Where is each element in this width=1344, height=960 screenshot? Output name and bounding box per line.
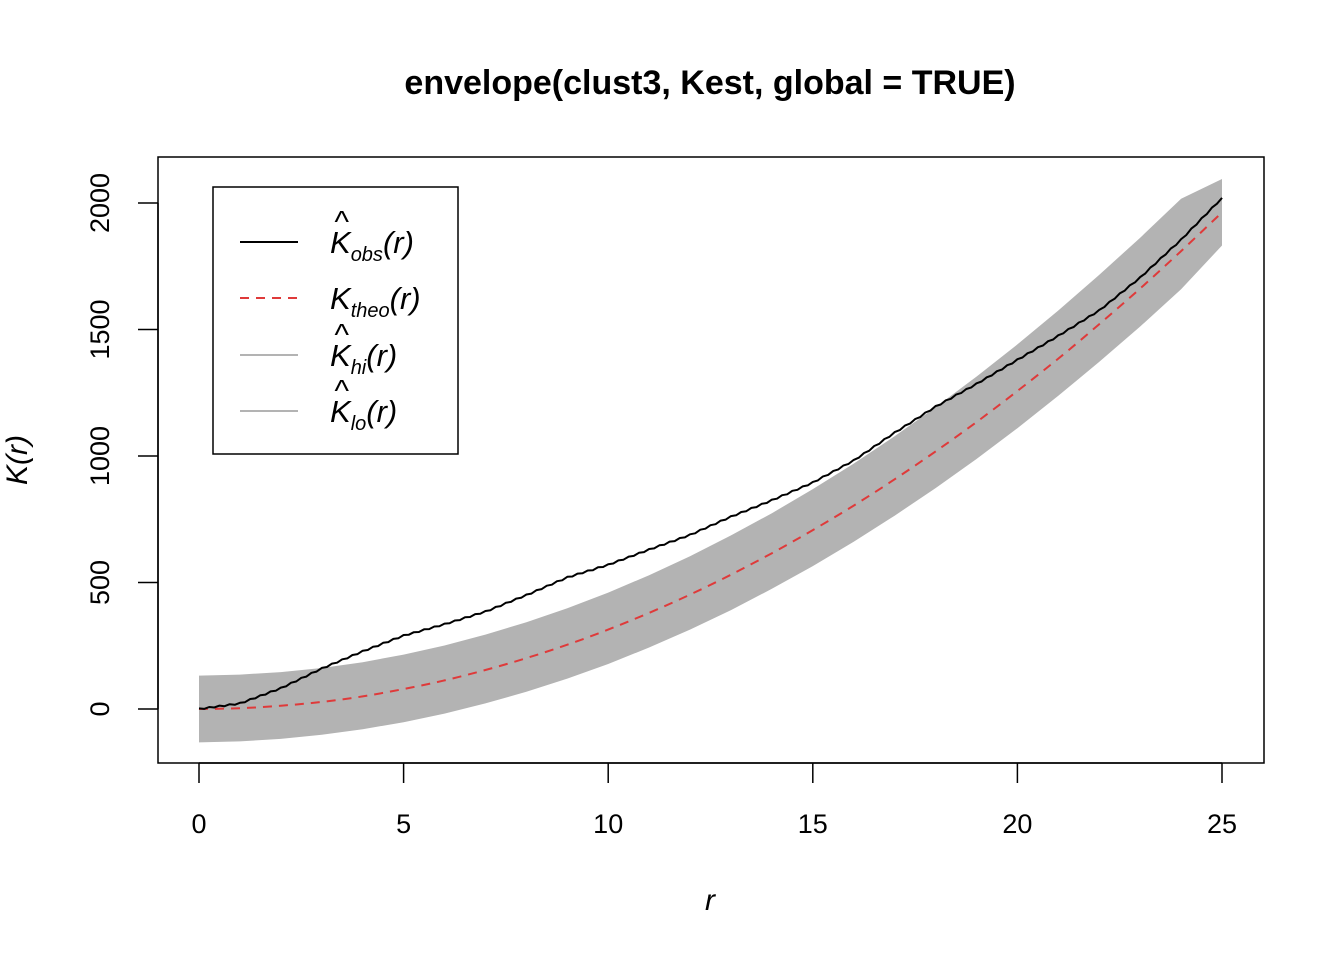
y-tick-label: 1500 [85, 299, 115, 359]
y-tick-label: 2000 [85, 173, 115, 233]
series-line-obs [198, 197, 1223, 710]
x-tick-label: 10 [593, 809, 623, 839]
legend-hat: ^ [334, 373, 349, 408]
x-tick-label: 25 [1207, 809, 1237, 839]
legend-item-hi: Khi(r)^ [240, 317, 397, 379]
legend-label: Khi(r) [330, 338, 397, 379]
legend: Kobs(r)^Ktheo(r)Khi(r)^Klo(r)^ [212, 186, 459, 455]
y-axis: 0 500 1000 1500 2000 [85, 173, 159, 717]
legend-item-theo: Ktheo(r) [240, 281, 421, 322]
y-tick-label: 1000 [85, 426, 115, 486]
y-tick-label: 0 [85, 701, 115, 716]
legend-label: Kobs(r) [330, 225, 414, 266]
x-axis: 0 5 10 15 20 25 [191, 762, 1237, 839]
legend-label: Klo(r) [330, 394, 397, 435]
x-tick-label: 0 [191, 809, 206, 839]
series-line-theo [198, 211, 1223, 710]
envelope-band-layer [199, 179, 1222, 743]
legend-item-obs: Kobs(r)^ [240, 204, 414, 266]
y-axis-label: K(r) [1, 435, 34, 485]
lines-layer [198, 197, 1223, 710]
y-tick-label: 500 [85, 560, 115, 605]
envelope-band [199, 179, 1222, 743]
x-tick-label: 5 [396, 809, 411, 839]
legend-hat: ^ [334, 317, 349, 352]
x-axis-label: r [705, 884, 716, 917]
legend-box [212, 186, 459, 455]
legend-label: Ktheo(r) [330, 281, 421, 322]
legend-hat: ^ [334, 204, 349, 239]
chart-title: envelope(clust3, Kest, global = TRUE) [404, 64, 1015, 102]
legend-item-lo: Klo(r)^ [240, 373, 397, 435]
x-tick-label: 20 [1002, 809, 1032, 839]
x-tick-label: 15 [798, 809, 828, 839]
